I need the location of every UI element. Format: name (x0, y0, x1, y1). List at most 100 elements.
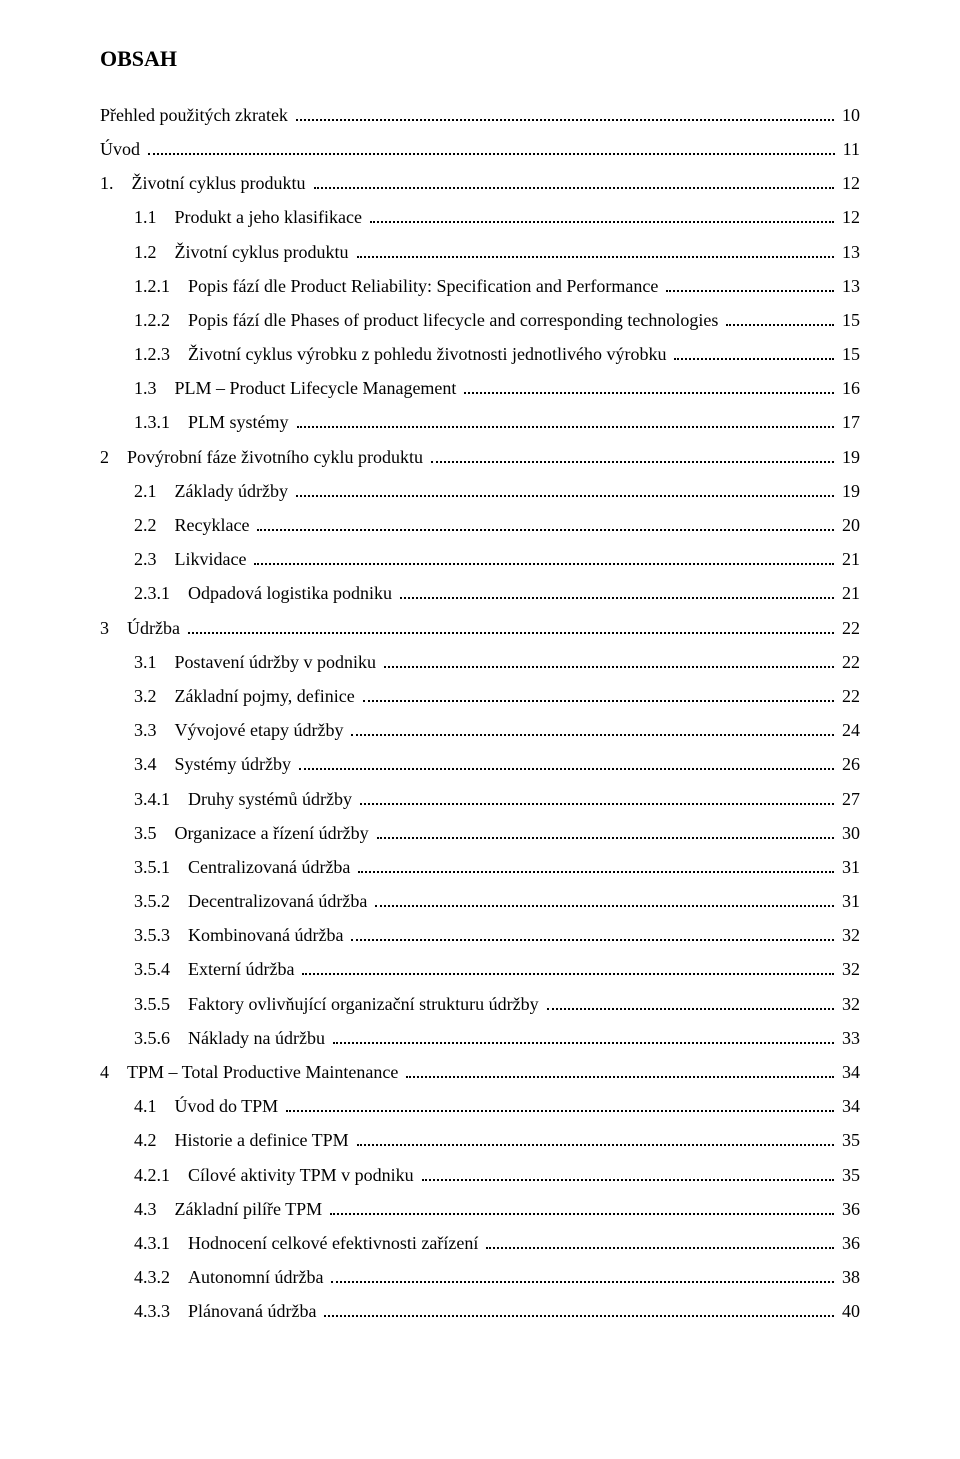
toc-entry: 4.2 Historie a definice TPM 35 (100, 1123, 860, 1157)
toc-entry-label: Přehled použitých zkratek (100, 98, 292, 132)
toc-leader-dots (148, 139, 835, 155)
toc-entry-label: 3.5.5 Faktory ovlivňující organizační st… (134, 987, 543, 1021)
toc-entry: 1.2 Životní cyklus produktu 13 (100, 235, 860, 269)
toc-leader-dots (422, 1165, 834, 1181)
toc-entry: 4.3.1 Hodnocení celkové efektivnosti zař… (100, 1226, 860, 1260)
toc-entry-label: 3.4 Systémy údržby (134, 747, 295, 781)
toc-leader-dots (324, 1302, 834, 1318)
toc-leader-dots (384, 652, 834, 668)
toc-entry-page: 32 (838, 918, 860, 952)
toc-entry-page: 19 (838, 440, 860, 474)
toc-entry: 2.1 Základy údržby 19 (100, 474, 860, 508)
toc-leader-dots (351, 721, 834, 737)
toc-entry: 3.4 Systémy údržby26 (100, 747, 860, 781)
toc-entry-label: Úvod (100, 132, 144, 166)
toc-entry-page: 22 (838, 645, 860, 679)
toc-entry-page: 30 (838, 816, 860, 850)
toc-entry: 3.5.4 Externí údržba 32 (100, 952, 860, 986)
toc-entry: 3.5.3 Kombinovaná údržba32 (100, 918, 860, 952)
toc-entry-label: 4.2.1 Cílové aktivity TPM v podniku (134, 1158, 418, 1192)
toc-leader-dots (674, 345, 834, 361)
toc-entry-label: 1.3 PLM – Product Lifecycle Management (134, 371, 460, 405)
toc-leader-dots (400, 584, 834, 600)
toc-leader-dots (486, 1233, 834, 1249)
toc-entry: 3.3 Vývojové etapy údržby24 (100, 713, 860, 747)
toc-entry-page: 13 (838, 269, 860, 303)
toc-entry-label: 4 TPM – Total Productive Maintenance (100, 1055, 402, 1089)
toc-entry: 3.5.6 Náklady na údržbu33 (100, 1021, 860, 1055)
toc-entry-page: 27 (838, 782, 860, 816)
toc-entry-page: 31 (838, 850, 860, 884)
toc-entry-label: 2.3 Likvidace (134, 542, 250, 576)
toc-entry: 2.3 Likvidace21 (100, 542, 860, 576)
toc-entry: 2 Povýrobní fáze životního cyklu produkt… (100, 440, 860, 474)
toc-entry-page: 32 (838, 952, 860, 986)
toc-entry-page: 32 (838, 987, 860, 1021)
toc-entry-label: 3 Údržba (100, 611, 184, 645)
toc-entry-label: 3.5.2 Decentralizovaná údržba (134, 884, 371, 918)
toc-leader-dots (363, 686, 834, 702)
toc-entry-label: 1.2.3 Životní cyklus výrobku z pohledu ž… (134, 337, 670, 371)
toc-leader-dots (357, 1131, 834, 1147)
toc-entry: 4 TPM – Total Productive Maintenance34 (100, 1055, 860, 1089)
toc-entry-label: 2.1 Základy údržby (134, 474, 292, 508)
toc-leader-dots (357, 242, 835, 258)
toc-entry-label: 4.3.1 Hodnocení celkové efektivnosti zař… (134, 1226, 482, 1260)
toc-entry-label: 2.3.1 Odpadová logistika podniku (134, 576, 396, 610)
toc-entry-page: 12 (838, 166, 860, 200)
toc-entry-label: 1.2 Životní cyklus produktu (134, 235, 353, 269)
toc-entry: Úvod 11 (100, 132, 860, 166)
toc-leader-dots (314, 174, 835, 190)
toc-entry-label: 3.5.4 Externí údržba (134, 952, 298, 986)
toc-leader-dots (726, 310, 834, 326)
toc-leader-dots (377, 823, 834, 839)
toc-leader-dots (254, 550, 834, 566)
toc-entry: 4.1 Úvod do TPM 34 (100, 1089, 860, 1123)
toc-entry-page: 38 (838, 1260, 860, 1294)
toc-entry-label: 1.1 Produkt a jeho klasifikace (134, 200, 366, 234)
toc-leader-dots (302, 960, 834, 976)
toc-entry-page: 12 (838, 200, 860, 234)
toc-entry-label: 3.5 Organizace a řízení údržby (134, 816, 373, 850)
toc-entry-page: 35 (838, 1123, 860, 1157)
toc-entry-page: 22 (838, 611, 860, 645)
toc-leader-dots (296, 105, 834, 121)
toc-entry-page: 13 (838, 235, 860, 269)
toc-entry-page: 34 (838, 1089, 860, 1123)
toc-entry-page: 19 (838, 474, 860, 508)
toc-leader-dots (464, 379, 834, 395)
toc-entry: 4.3.2 Autonomní údržba 38 (100, 1260, 860, 1294)
toc-leader-dots (666, 276, 834, 292)
toc-entry-label: 3.2 Základní pojmy, definice (134, 679, 359, 713)
toc-entry-page: 15 (838, 303, 860, 337)
toc-leader-dots (370, 208, 834, 224)
toc-entry-page: 35 (838, 1158, 860, 1192)
toc-entry-page: 17 (838, 405, 860, 439)
toc-entry-label: 3.5.6 Náklady na údržbu (134, 1021, 329, 1055)
toc-entry-label: 1. Životní cyklus produktu (100, 166, 310, 200)
toc-entry: 3.5 Organizace a řízení údržby 30 (100, 816, 860, 850)
toc-entry-label: 4.2 Historie a definice TPM (134, 1123, 353, 1157)
toc-entry-page: 11 (839, 132, 860, 166)
page: OBSAH Přehled použitých zkratek10Úvod111… (0, 0, 960, 1459)
toc-list: Přehled použitých zkratek10Úvod111. Živo… (100, 98, 860, 1329)
toc-entry-label: 4.3.2 Autonomní údržba (134, 1260, 327, 1294)
toc-entry-page: 31 (838, 884, 860, 918)
toc-entry: 4.3.3 Plánovaná údržba40 (100, 1294, 860, 1328)
toc-entry-page: 24 (838, 713, 860, 747)
toc-entry-label: 4.1 Úvod do TPM (134, 1089, 282, 1123)
toc-entry-label: 1.2.1 Popis fází dle Product Reliability… (134, 269, 662, 303)
toc-entry-page: 36 (838, 1226, 860, 1260)
toc-leader-dots (188, 618, 834, 634)
toc-leader-dots (431, 447, 834, 463)
toc-leader-dots (547, 994, 834, 1010)
toc-entry: 3.5.5 Faktory ovlivňující organizační st… (100, 987, 860, 1021)
toc-entry: 2.3.1 Odpadová logistika podniku21 (100, 576, 860, 610)
toc-entry-label: 4.3 Základní pilíře TPM (134, 1192, 326, 1226)
toc-entry-page: 36 (838, 1192, 860, 1226)
toc-leader-dots (360, 789, 834, 805)
toc-entry-label: 3.5.1 Centralizovaná údržba (134, 850, 354, 884)
toc-entry-label: 3.4.1 Druhy systémů údržby (134, 782, 356, 816)
toc-leader-dots (297, 413, 834, 429)
toc-entry: 1.2.3 Životní cyklus výrobku z pohledu ž… (100, 337, 860, 371)
